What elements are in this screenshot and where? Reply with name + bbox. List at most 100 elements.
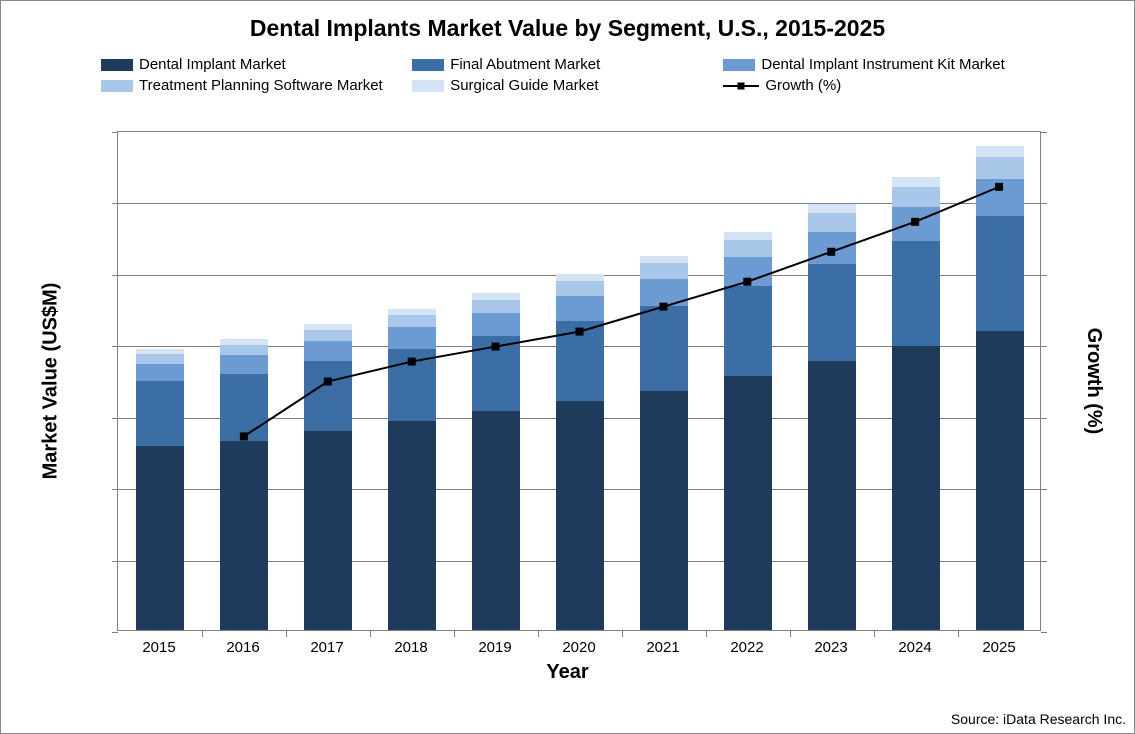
y-tick-right <box>1041 275 1047 276</box>
bar-segment <box>976 331 1025 631</box>
legend-item: Surgical Guide Market <box>412 75 723 96</box>
legend-swatch <box>412 80 444 92</box>
y-tick-left <box>112 346 118 347</box>
bar-segment <box>472 336 521 411</box>
bar-segment <box>220 345 269 356</box>
legend-swatch <box>412 59 444 71</box>
bar-segment <box>136 381 185 446</box>
legend-swatch <box>101 59 133 71</box>
bar-segment <box>472 313 521 336</box>
y-axis-left-title: Market Value (US$M) <box>40 283 63 480</box>
y-tick-right <box>1041 632 1047 633</box>
x-tick-label: 2025 <box>982 639 1015 656</box>
x-tick-label: 2015 <box>142 639 175 656</box>
bar-segment <box>304 361 353 431</box>
bar-segment <box>892 207 941 241</box>
bar-segment <box>808 264 857 362</box>
bar-segment <box>556 274 605 281</box>
y-tick-right <box>1041 489 1047 490</box>
legend-label: Final Abutment Market <box>450 56 600 73</box>
bar-segment <box>220 355 269 374</box>
legend-label: Growth (%) <box>765 77 841 94</box>
bar-segment <box>892 346 941 631</box>
x-tick <box>958 631 959 637</box>
bar-segment <box>808 213 857 232</box>
y-tick-left <box>112 418 118 419</box>
bar-segment <box>808 361 857 631</box>
legend-item: Final Abutment Market <box>412 54 723 75</box>
bar-segment <box>808 204 857 213</box>
legend-label: Treatment Planning Software Market <box>139 77 383 94</box>
bar-segment <box>388 327 437 349</box>
bar-segment <box>976 179 1025 216</box>
bar-segment <box>220 441 269 631</box>
x-axis-title: Year <box>546 661 588 684</box>
bar-segment <box>640 263 689 279</box>
legend-label: Surgical Guide Market <box>450 77 598 94</box>
x-tick-label: 2024 <box>898 639 931 656</box>
bar-segment <box>724 240 773 258</box>
x-tick <box>706 631 707 637</box>
x-tick-label: 2019 <box>478 639 511 656</box>
x-tick <box>454 631 455 637</box>
bar-segment <box>472 300 521 314</box>
x-tick-label: 2018 <box>394 639 427 656</box>
x-tick <box>370 631 371 637</box>
legend-label: Dental Implant Market <box>139 56 286 73</box>
legend-swatch <box>723 59 755 71</box>
bar-segment <box>220 339 269 344</box>
bar-segment <box>724 376 773 631</box>
x-tick-label: 2016 <box>226 639 259 656</box>
legend: Dental Implant Market Final Abutment Mark… <box>1 42 1134 96</box>
source-attribution: Source: iData Research Inc. <box>951 711 1126 727</box>
bar-segment <box>892 241 941 346</box>
bar-segment <box>556 401 605 631</box>
x-tick <box>286 631 287 637</box>
x-tick <box>622 631 623 637</box>
bar-segment <box>388 315 437 328</box>
y-tick-right <box>1041 346 1047 347</box>
bar-segment <box>976 157 1025 180</box>
bar-segment <box>304 431 353 631</box>
bar-segment <box>472 293 521 300</box>
bar-segment <box>472 411 521 631</box>
x-tick-label: 2020 <box>562 639 595 656</box>
bar-segment <box>892 187 941 208</box>
x-tick <box>202 631 203 637</box>
bar-segment <box>556 281 605 296</box>
legend-line-swatch <box>723 80 759 92</box>
bar-segment <box>976 146 1025 157</box>
bar-segment <box>724 286 773 376</box>
x-tick-label: 2023 <box>814 639 847 656</box>
x-tick <box>874 631 875 637</box>
legend-item: Growth (%) <box>723 75 1044 96</box>
x-tick-label: 2017 <box>310 639 343 656</box>
x-tick <box>538 631 539 637</box>
y-tick-left <box>112 203 118 204</box>
legend-item: Dental Implant Market <box>101 54 412 75</box>
bar-segment <box>304 341 353 361</box>
x-tick <box>790 631 791 637</box>
bar-segment <box>304 324 353 330</box>
bar-segment <box>388 421 437 631</box>
legend-label: Dental Implant Instrument Kit Market <box>761 56 1004 73</box>
bar-segment <box>136 354 185 364</box>
bar-segment <box>640 306 689 391</box>
y-tick-right <box>1041 561 1047 562</box>
y-axis-right-title: Growth (%) <box>1083 328 1106 435</box>
y-tick-left <box>112 132 118 133</box>
bar-segment <box>892 177 941 187</box>
bar-segment <box>976 216 1025 331</box>
y-tick-left <box>112 561 118 562</box>
plot-area <box>117 131 1041 631</box>
bar-segment <box>220 374 269 442</box>
x-tick-label: 2021 <box>646 639 679 656</box>
y-tick-left <box>112 489 118 490</box>
legend-item: Dental Implant Instrument Kit Market <box>723 54 1044 75</box>
bar-segment <box>724 232 773 240</box>
bar-segment <box>388 349 437 422</box>
y-tick-left <box>112 275 118 276</box>
bar-segment <box>640 391 689 631</box>
bar-segment <box>640 279 689 306</box>
bar-segment <box>556 296 605 321</box>
